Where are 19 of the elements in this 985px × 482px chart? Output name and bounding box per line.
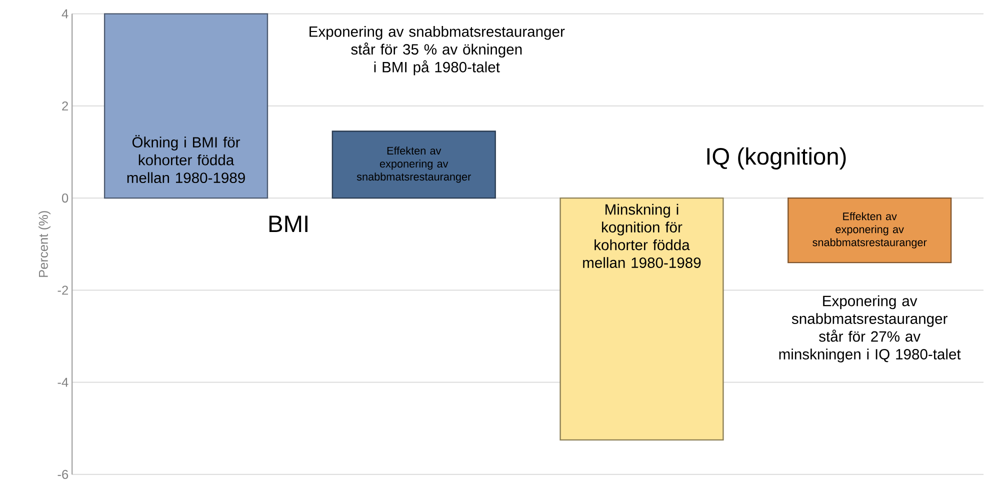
y-tick-label: 0: [62, 193, 68, 202]
x-tick-label: Effekten av exponering av snabbmatsrestauranger: [356, 146, 471, 183]
annotation: Exponering av snabbmatsrestauranger står för 35 % av ökningen i BMI på 1980-talet: [310, 26, 565, 76]
x-tick-label: Effekten av exponering av snabbmatsrestauranger: [812, 212, 927, 248]
x-tick-label: Ökning i BMI för kohorter födda mellan 1980-1989: [127, 134, 245, 183]
bar: [788, 197, 952, 264]
y-tick-label: -6: [58, 470, 68, 479]
bar: [560, 197, 724, 440]
x-tick-label: Minskning i kognition för kohorter födda mellan 1980-1989: [583, 204, 701, 268]
y-tick-label: -2: [58, 286, 68, 295]
y-tick-label: 4: [62, 9, 68, 18]
annotation: IQ (kognition): [707, 147, 846, 170]
bar: [104, 13, 268, 199]
bar: [332, 130, 496, 199]
y-axis-title: Percent (%): [38, 210, 50, 277]
annotation: BMI: [269, 216, 308, 232]
y-tick-label: -4: [58, 378, 68, 387]
annotation: Exponering av snabbmatsrestauranger står för 27% av minskningen i IQ 1980-talet: [779, 295, 961, 362]
y-tick-label: 2: [62, 101, 68, 110]
